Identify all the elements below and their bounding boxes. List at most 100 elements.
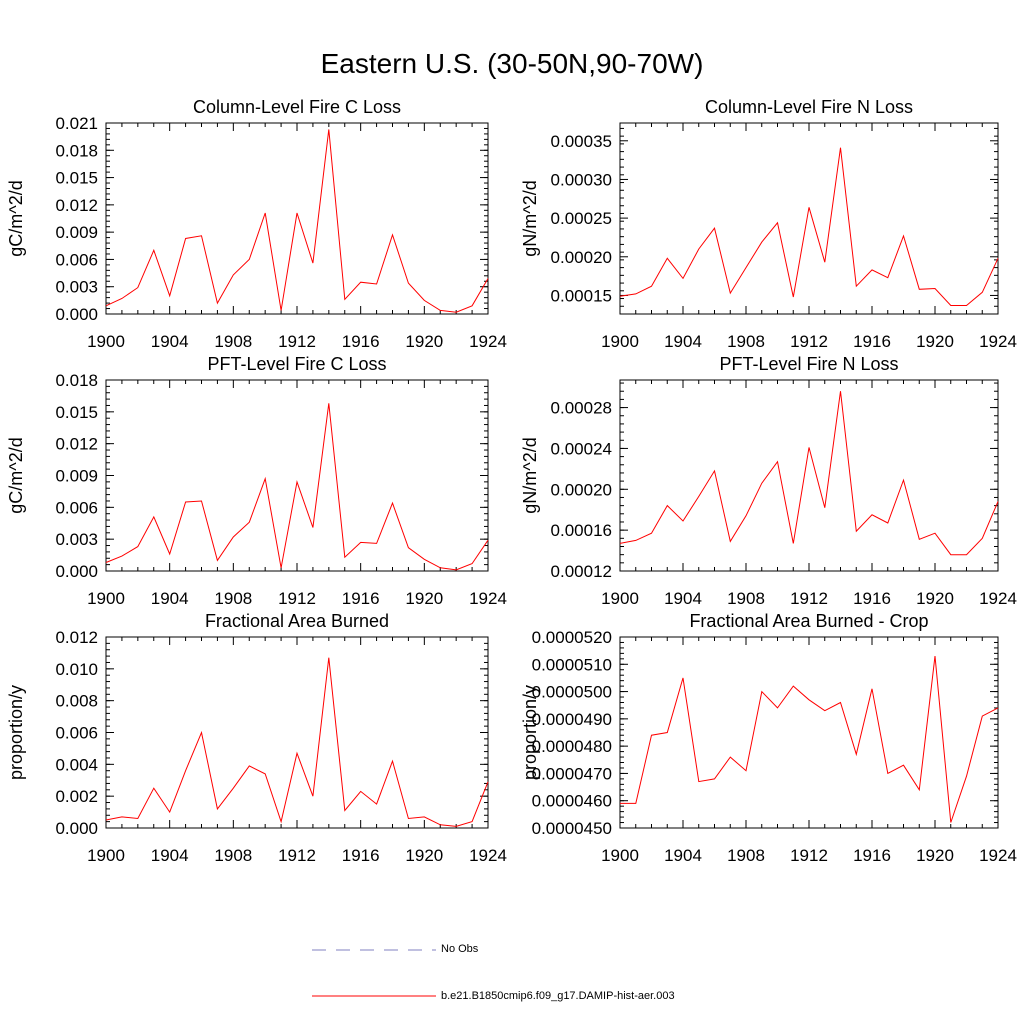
y-tick-label: 0.00020 <box>551 480 612 499</box>
x-tick-label: 1916 <box>342 332 380 351</box>
series-line <box>619 391 999 556</box>
y-tick-label: 0.00020 <box>551 248 612 267</box>
y-tick-label: 0.0000490 <box>532 710 612 729</box>
y-tick-label: 0.003 <box>55 530 98 549</box>
x-tick-label: 1920 <box>405 589 443 608</box>
y-tick-label: 0.006 <box>55 498 98 517</box>
plot-frame <box>105 122 489 315</box>
y-tick-label: 0.00016 <box>551 521 612 540</box>
y-tick-label: 0.012 <box>55 628 98 647</box>
x-tick-label: 1900 <box>601 332 639 351</box>
series-line <box>620 656 999 823</box>
x-tick-label: 1924 <box>979 332 1017 351</box>
y-tick-label: 0.018 <box>55 371 98 390</box>
x-tick-label: 1912 <box>278 846 316 865</box>
y-tick-label: 0.0000480 <box>532 737 612 756</box>
x-tick-label: 1916 <box>853 846 891 865</box>
plot-frame <box>619 122 999 315</box>
y-tick-label: 0.00025 <box>551 209 612 228</box>
x-tick-label: 1924 <box>469 589 507 608</box>
x-tick-label: 1912 <box>790 846 828 865</box>
y-tick-label: 0.018 <box>55 141 98 160</box>
x-tick-label: 1908 <box>727 846 765 865</box>
y-tick-label: 0.015 <box>55 403 98 422</box>
x-tick-label: 1912 <box>790 589 828 608</box>
y-tick-label: 0.000 <box>55 562 98 581</box>
panel-title: PFT-Level Fire C Loss <box>207 354 386 374</box>
x-tick-label: 1916 <box>853 589 891 608</box>
x-tick-label: 1908 <box>214 846 252 865</box>
series-line <box>105 129 489 313</box>
panel-2: Column-Level Fire N Loss gN/m^2/d 1900 1904… <box>520 97 1017 351</box>
panel-title: Column-Level Fire N Loss <box>705 97 913 117</box>
plot-frame <box>105 636 489 829</box>
x-tick-label: 1900 <box>601 589 639 608</box>
x-tick-label: 1900 <box>87 332 125 351</box>
y-tick-label: 0.009 <box>55 223 98 242</box>
y-tick-label: 0.012 <box>55 196 98 215</box>
legend-label-model-run: b.e21.B1850cmip6.f09_g17.DAMIP-hist-aer.… <box>441 990 675 1002</box>
y-tick-label: 0.006 <box>55 724 98 743</box>
x-tick-label: 1904 <box>664 846 702 865</box>
y-tick-label: 0.015 <box>55 169 98 188</box>
x-tick-label: 1908 <box>727 589 765 608</box>
x-tick-label: 1908 <box>727 332 765 351</box>
y-axis-label: gN/m^2/d <box>520 180 540 256</box>
panel-6: Fractional Area Burned - Crop proportion/… <box>520 611 1017 865</box>
x-tick-label: 1904 <box>664 332 702 351</box>
panel-title: Fractional Area Burned <box>205 611 389 631</box>
x-tick-label: 1904 <box>151 589 189 608</box>
panel-title: PFT-Level Fire N Loss <box>719 354 898 374</box>
x-tick-label: 1920 <box>916 589 954 608</box>
y-axis-label: gC/m^2/d <box>6 180 26 256</box>
x-tick-label: 1912 <box>278 332 316 351</box>
y-tick-label: 0.00035 <box>551 132 612 151</box>
x-tick-label: 1908 <box>214 589 252 608</box>
x-tick-label: 1920 <box>916 846 954 865</box>
x-tick-label: 1920 <box>405 846 443 865</box>
x-tick-label: 1908 <box>214 332 252 351</box>
y-tick-label: 0.003 <box>55 278 98 297</box>
x-tick-label: 1924 <box>469 846 507 865</box>
y-tick-label: 0.009 <box>55 467 98 486</box>
x-tick-label: 1916 <box>853 332 891 351</box>
x-tick-label: 1904 <box>151 846 189 865</box>
panel-5: Fractional Area Burned proportion/y 1900 19… <box>6 611 507 865</box>
x-tick-label: 1900 <box>87 846 125 865</box>
y-tick-label: 0.00012 <box>551 562 612 581</box>
y-tick-label: 0.00028 <box>551 399 612 418</box>
panel-3: PFT-Level Fire C Loss gC/m^2/d 1900 1904 190… <box>6 354 507 608</box>
panel-1: Column-Level Fire C Loss gC/m^2/d 1900 1904… <box>6 97 507 351</box>
panel-title: Column-Level Fire C Loss <box>193 97 401 117</box>
page-title: Eastern U.S. (30-50N,90-70W) <box>320 48 704 79</box>
y-tick-label: 0.00030 <box>551 170 612 189</box>
y-tick-label: 0.000 <box>55 305 98 324</box>
panel-title: Fractional Area Burned - Crop <box>689 611 928 631</box>
y-tick-label: 0.0000520 <box>532 628 612 647</box>
y-tick-label: 0.0000510 <box>532 655 612 674</box>
x-tick-label: 1916 <box>342 589 380 608</box>
x-tick-label: 1924 <box>469 332 507 351</box>
y-tick-label: 0.002 <box>55 787 98 806</box>
panel-4: PFT-Level Fire N Loss gN/m^2/d 1900 1904 190… <box>520 354 1017 608</box>
y-tick-label: 0.00015 <box>551 286 612 305</box>
y-tick-label: 0.0000450 <box>532 819 612 838</box>
y-axis-label: gN/m^2/d <box>520 437 540 513</box>
y-axis-label: proportion/y <box>520 685 540 780</box>
x-tick-label: 1904 <box>151 332 189 351</box>
series-line <box>619 147 999 306</box>
x-tick-label: 1920 <box>405 332 443 351</box>
y-tick-label: 0.000 <box>55 819 98 838</box>
y-tick-label: 0.00024 <box>551 439 612 458</box>
y-tick-label: 0.008 <box>55 692 98 711</box>
y-tick-label: 0.0000460 <box>532 792 612 811</box>
y-tick-label: 0.004 <box>55 755 98 774</box>
y-tick-label: 0.0000500 <box>532 683 612 702</box>
x-tick-label: 1920 <box>916 332 954 351</box>
legend-label-no-obs: No Obs <box>441 943 479 955</box>
plot-frame <box>105 379 489 572</box>
x-tick-label: 1900 <box>601 846 639 865</box>
x-tick-label: 1904 <box>664 589 702 608</box>
y-tick-label: 0.0000470 <box>532 764 612 783</box>
